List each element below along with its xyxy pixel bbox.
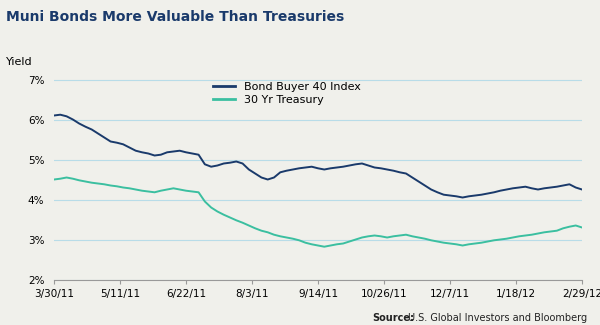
Text: Yield: Yield xyxy=(7,57,33,67)
Text: Source:: Source: xyxy=(372,313,414,323)
Text: Muni Bonds More Valuable Than Treasuries: Muni Bonds More Valuable Than Treasuries xyxy=(6,10,344,24)
Legend: Bond Buyer 40 Index, 30 Yr Treasury: Bond Buyer 40 Index, 30 Yr Treasury xyxy=(208,77,365,109)
Text: U.S. Global Investors and Bloomberg: U.S. Global Investors and Bloomberg xyxy=(408,313,587,323)
